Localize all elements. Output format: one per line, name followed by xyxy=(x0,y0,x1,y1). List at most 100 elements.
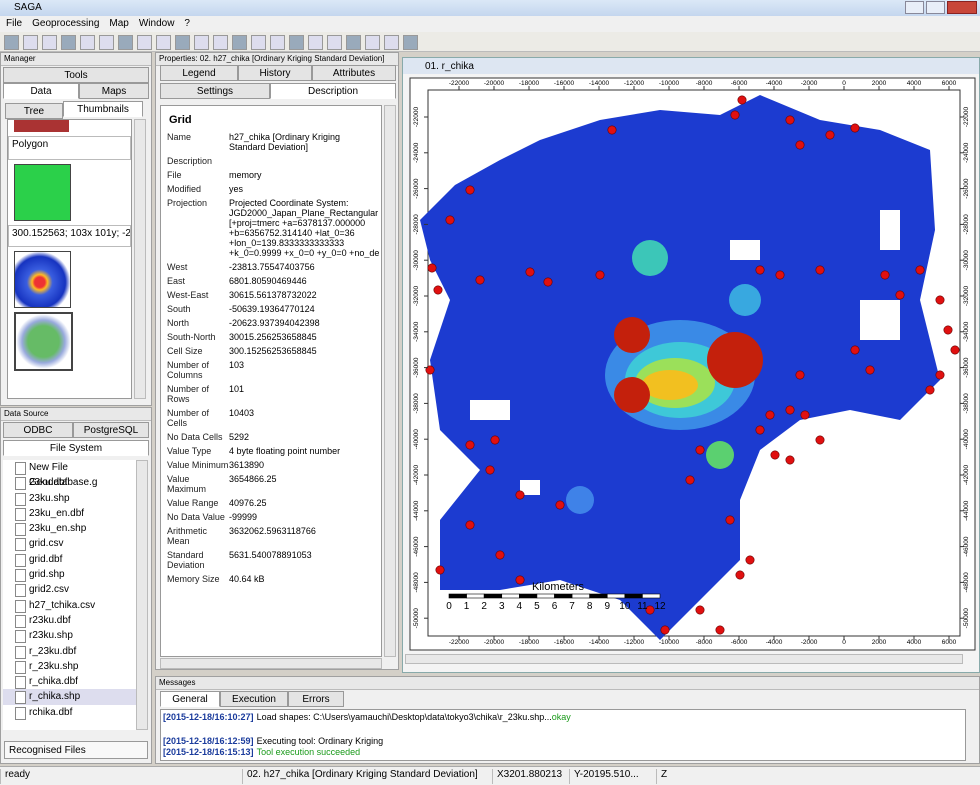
file-item[interactable]: 23ku_en.shp xyxy=(3,521,136,537)
scrollbar[interactable] xyxy=(405,654,963,664)
file-item[interactable]: r_23ku.shp xyxy=(3,659,136,675)
tab[interactable]: Tools xyxy=(3,67,149,83)
scrollbar[interactable] xyxy=(134,119,146,399)
point xyxy=(595,270,605,280)
menu-item[interactable]: Geoprocessing xyxy=(32,18,100,29)
tab[interactable]: Description xyxy=(270,83,396,99)
tool-button[interactable] xyxy=(308,35,323,50)
file-item[interactable]: r_chika.shp xyxy=(3,689,136,705)
property-label: West xyxy=(167,262,188,272)
tab[interactable]: Settings xyxy=(160,83,270,99)
tool-button[interactable] xyxy=(384,35,399,50)
tool-button[interactable] xyxy=(4,35,19,50)
point xyxy=(735,570,745,580)
property-row: Modified yes xyxy=(161,182,381,196)
properties-panel: Properties: 02. h27_chika [Ordinary Krig… xyxy=(155,52,399,670)
menu-item[interactable]: File xyxy=(6,18,23,29)
property-value: 103 xyxy=(229,360,245,370)
tool-button[interactable] xyxy=(270,35,285,50)
tool-button[interactable] xyxy=(99,35,114,50)
tab[interactable]: File System xyxy=(3,440,149,456)
scale-segment xyxy=(642,593,661,599)
file-item[interactable]: r_23ku.dbf xyxy=(3,644,136,659)
tool-button[interactable] xyxy=(23,35,38,50)
file-item[interactable]: r23ku.dbf xyxy=(3,613,136,629)
minimize[interactable] xyxy=(905,1,925,14)
tool-button[interactable] xyxy=(80,35,95,50)
file-item[interactable]: grid.csv xyxy=(3,536,136,552)
x-tick-label: -18000 xyxy=(519,639,540,646)
tool-button[interactable] xyxy=(175,35,190,50)
menu-item[interactable]: Map xyxy=(109,18,129,29)
heading: Grid xyxy=(169,114,192,126)
point xyxy=(745,555,755,565)
x-tick-label: -22000 xyxy=(449,80,470,87)
title-bar: SAGA xyxy=(0,0,980,16)
tab[interactable]: General xyxy=(160,691,220,707)
point xyxy=(935,370,945,380)
tab[interactable]: Errors xyxy=(288,691,344,707)
message-log: [2015-12-18/16:10:27] Load shapes: C:\Use… xyxy=(160,709,966,761)
file-item[interactable]: rchika.dbf xyxy=(3,705,136,721)
tab[interactable]: Attributes xyxy=(312,65,396,81)
map-title: 01. r_chika xyxy=(425,61,474,72)
scale-label: 10 xyxy=(619,601,631,612)
message-text: Load shapes: C:\Users\yamauchi\Desktop\d… xyxy=(256,712,552,722)
point xyxy=(770,450,780,460)
tab[interactable]: Legend xyxy=(160,65,238,81)
file-item[interactable]: New File Geodatabase.g xyxy=(3,460,136,488)
tab[interactable]: History xyxy=(238,65,312,81)
tool-button[interactable] xyxy=(327,35,342,50)
y-tick-label: -32000 xyxy=(413,286,420,307)
property-value: 101 xyxy=(229,384,245,394)
tab[interactable]: ODBC xyxy=(3,422,73,438)
file-item[interactable]: 23ku.dbf xyxy=(3,475,136,491)
point xyxy=(825,130,835,140)
y-tick-label: -30000 xyxy=(413,250,420,271)
tool-button[interactable] xyxy=(61,35,76,50)
y-tick-label: -44000 xyxy=(963,500,970,521)
tab[interactable]: Data xyxy=(3,83,79,99)
tab[interactable]: Maps xyxy=(79,83,149,99)
x-tick-label: -16000 xyxy=(554,639,575,646)
tab[interactable]: Execution xyxy=(220,691,288,707)
file-item[interactable]: h27_tchika.csv xyxy=(3,598,136,613)
scrollbar[interactable] xyxy=(136,460,148,730)
tool-button[interactable] xyxy=(251,35,266,50)
tool-button[interactable] xyxy=(289,35,304,50)
maximize[interactable] xyxy=(926,1,946,14)
tool-button[interactable] xyxy=(403,35,418,50)
tab[interactable]: PostgreSQL xyxy=(73,422,149,438)
filter-dropdown[interactable]: Recognised Files xyxy=(4,741,148,759)
property-label: Value Type xyxy=(167,446,212,456)
tab[interactable]: Tree xyxy=(5,103,63,119)
file-item[interactable]: grid.shp xyxy=(3,567,136,583)
tool-button[interactable] xyxy=(346,35,361,50)
tool-button[interactable] xyxy=(365,35,380,50)
file-item[interactable]: grid2.csv xyxy=(3,582,136,598)
file-item[interactable]: grid.dbf xyxy=(3,552,136,568)
menu-item[interactable]: Window xyxy=(138,18,175,29)
scale-label: 4 xyxy=(517,601,523,612)
file-item[interactable]: 23ku.shp xyxy=(3,491,136,506)
file-item[interactable]: r_chika.dbf xyxy=(3,674,136,690)
scale-label: 9 xyxy=(604,601,610,612)
property-row: Arithmetic Mean 3632062.5963118766 xyxy=(161,524,381,548)
tool-button[interactable] xyxy=(42,35,57,50)
tool-button[interactable] xyxy=(194,35,209,50)
tool-button[interactable] xyxy=(156,35,171,50)
tool-button[interactable] xyxy=(232,35,247,50)
close[interactable] xyxy=(947,1,977,14)
file-item[interactable]: r23ku.shp xyxy=(3,628,136,644)
tool-button[interactable] xyxy=(118,35,133,50)
point xyxy=(645,605,655,615)
scrollbar[interactable] xyxy=(384,105,396,657)
tool-button[interactable] xyxy=(213,35,228,50)
scrollbar[interactable] xyxy=(160,658,382,669)
y-tick-label: -48000 xyxy=(963,572,970,593)
x-tick-label: -2000 xyxy=(801,639,818,646)
file-item[interactable]: 23ku_en.dbf xyxy=(3,506,136,522)
tool-button[interactable] xyxy=(137,35,152,50)
menu-item[interactable]: ? xyxy=(184,18,190,29)
tab[interactable]: Thumbnails xyxy=(63,101,143,117)
